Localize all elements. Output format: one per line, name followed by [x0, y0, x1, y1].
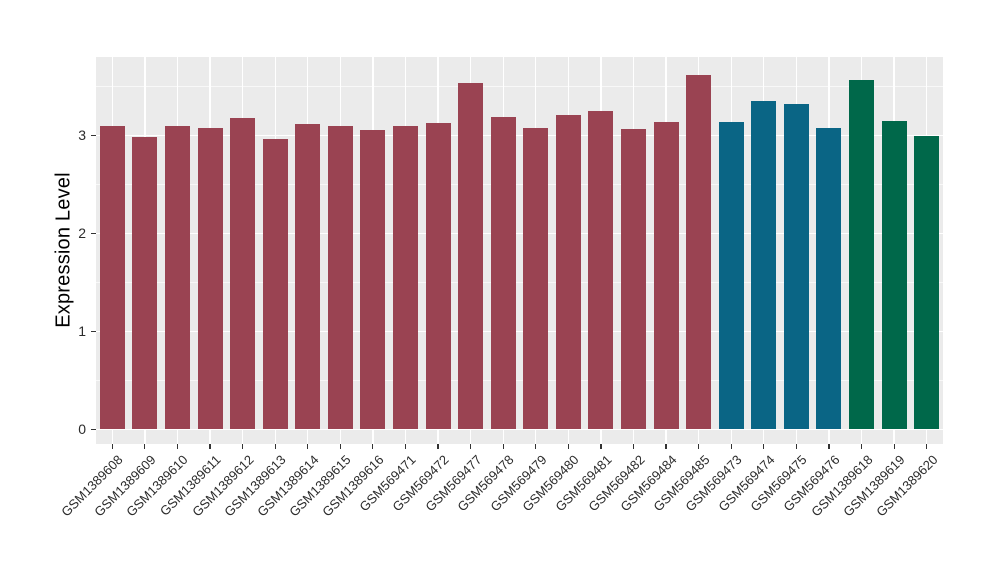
- minor-gridline: [96, 282, 943, 284]
- bar-GSM569480: [555, 114, 581, 430]
- bar-GSM569471: [392, 125, 418, 430]
- bar-GSM1389611: [197, 127, 223, 430]
- y-tick: [91, 330, 96, 332]
- bar-GSM569472: [425, 122, 451, 430]
- bar-GSM569476: [816, 127, 842, 430]
- x-tick: [274, 444, 276, 449]
- x-tick: [763, 444, 765, 449]
- y-tick-label: 0: [78, 421, 86, 438]
- bar-GSM1389619: [881, 120, 907, 430]
- bar-GSM1389609: [132, 137, 158, 430]
- y-tick: [91, 232, 96, 234]
- x-tick: [111, 444, 113, 449]
- major-gridline: [96, 330, 943, 333]
- bar-GSM569478: [490, 116, 516, 430]
- x-tick: [144, 444, 146, 449]
- x-tick: [828, 444, 830, 449]
- bar-GSM1389614: [295, 123, 321, 430]
- major-gridline: [96, 428, 943, 431]
- bar-GSM569485: [686, 74, 712, 430]
- plot-panel: [96, 57, 943, 444]
- minor-gridline: [96, 380, 943, 382]
- bar-GSM569477: [458, 83, 484, 430]
- major-gridline: [96, 232, 943, 235]
- y-tick-label: 1: [78, 323, 86, 340]
- bar-GSM569484: [653, 121, 679, 430]
- bar-GSM1389610: [164, 125, 190, 430]
- x-tick: [241, 444, 244, 449]
- bar-GSM1389620: [914, 136, 940, 430]
- x-tick: [502, 444, 504, 449]
- x-tick: [209, 444, 211, 449]
- y-axis-title: Expression Level: [52, 172, 75, 328]
- x-tick: [470, 444, 472, 449]
- x-tick: [600, 444, 602, 449]
- y-tick-label: 3: [78, 127, 86, 144]
- y-tick: [91, 428, 96, 430]
- bar-GSM569479: [523, 127, 549, 430]
- x-tick: [860, 444, 863, 449]
- x-tick: [307, 444, 309, 449]
- x-tick: [665, 444, 667, 449]
- bar-GSM1389618: [849, 79, 875, 430]
- bar-GSM1389615: [327, 125, 353, 430]
- x-tick: [535, 444, 537, 449]
- bar-GSM569473: [718, 121, 744, 430]
- bar-GSM569482: [621, 128, 647, 430]
- bar-GSM1389616: [360, 130, 386, 430]
- bar-GSM569474: [751, 101, 777, 430]
- x-tick: [339, 444, 341, 449]
- minor-gridline: [96, 184, 943, 186]
- x-tick: [372, 444, 374, 449]
- x-tick: [404, 444, 407, 449]
- x-tick: [567, 444, 569, 449]
- y-tick-label: 2: [78, 225, 86, 242]
- major-gridline: [96, 134, 943, 137]
- x-tick: [437, 444, 439, 449]
- bar-GSM569481: [588, 110, 614, 430]
- x-tick: [632, 444, 635, 449]
- y-tick: [91, 134, 96, 136]
- bar-GSM1389608: [99, 125, 125, 430]
- x-tick: [730, 444, 732, 449]
- x-tick: [176, 444, 179, 449]
- bar-GSM1389613: [262, 139, 288, 430]
- bar-GSM569475: [783, 104, 809, 430]
- bar-GSM1389612: [230, 117, 256, 430]
- x-tick: [926, 444, 928, 449]
- minor-gridline: [96, 86, 943, 88]
- x-tick: [698, 444, 700, 449]
- x-tick: [795, 444, 797, 449]
- x-tick: [893, 444, 895, 449]
